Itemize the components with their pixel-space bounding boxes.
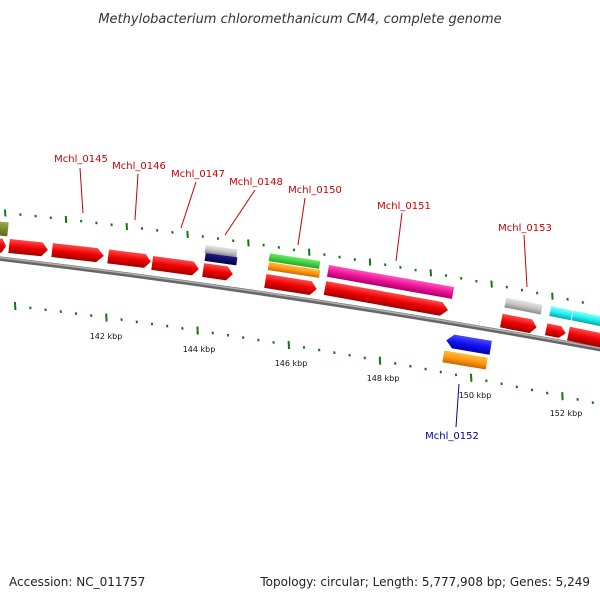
scale-tick-track [14, 301, 594, 405]
gene-partial-olive [0, 220, 9, 237]
cds-mchl-0146[interactable] [51, 243, 104, 263]
feature-orange-0150 [267, 262, 321, 278]
gene-label[interactable]: Mchl_0151 [377, 201, 431, 212]
feature-cyan-0154 [549, 306, 573, 321]
genome-backbone [0, 256, 600, 352]
genome-backbone-highlight [0, 256, 600, 349]
gene-label[interactable]: Mchl_0148 [229, 177, 283, 188]
gene-partial-left [0, 237, 6, 253]
cds-mchl-0155[interactable] [567, 326, 600, 350]
scale-label: 142 kbp [90, 332, 123, 341]
scale-label: 148 kbp [367, 374, 400, 383]
feature-cyan-0155 [571, 310, 600, 329]
cds-mchl-0150[interactable] [264, 274, 318, 296]
accession-text: Accession: NC_011757 [9, 575, 145, 589]
gene-label[interactable]: Mchl_0153 [498, 223, 552, 234]
gene-label[interactable]: Mchl_0152 [425, 431, 479, 442]
scale-labels: 142 kbp 144 kbp 146 kbp 148 kbp 150 kbp … [90, 332, 583, 418]
map-title: Methylobacterium chloromethanicum CM4, c… [98, 12, 501, 27]
cds-mchl-0147[interactable] [107, 249, 151, 268]
gene-label[interactable]: Mchl_0146 [112, 161, 166, 172]
forward-tick-track [4, 209, 584, 304]
topology-text: Topology: circular; Length: 5,777,908 bp… [259, 575, 590, 589]
scale-label: 152 kbp [550, 409, 583, 418]
scale-label: 150 kbp [459, 391, 492, 400]
scale-label: 146 kbp [275, 359, 308, 368]
feature-green-0150 [268, 253, 321, 269]
label-leaders [79, 167, 528, 428]
cds-mchl-0148[interactable] [151, 256, 199, 276]
gene-labels: Mchl_0145 Mchl_0146 Mchl_0147 Mchl_0148 … [54, 154, 552, 442]
gene-label[interactable]: Mchl_0150 [288, 185, 342, 196]
cds-mchl-0154[interactable] [544, 323, 567, 339]
scale-label: 144 kbp [183, 345, 216, 354]
feature-navy-0148 [204, 252, 238, 266]
cds-mchl-0149[interactable] [202, 263, 234, 281]
feature-orange-0152 [442, 350, 488, 370]
cds-mchl-0152[interactable] [445, 333, 492, 355]
cds-mchl-0151[interactable] [323, 281, 450, 317]
reverse-features [442, 333, 492, 370]
gene-label[interactable]: Mchl_0145 [54, 154, 108, 165]
forward-features [0, 220, 600, 350]
gene-label[interactable]: Mchl_0147 [171, 169, 225, 180]
feature-grey-0148 [204, 244, 238, 258]
cds-mchl-0153[interactable] [499, 313, 538, 335]
cds-mchl-0145[interactable] [8, 239, 48, 257]
feature-magenta-0151 [326, 264, 455, 299]
feature-grey-0153 [504, 297, 543, 315]
